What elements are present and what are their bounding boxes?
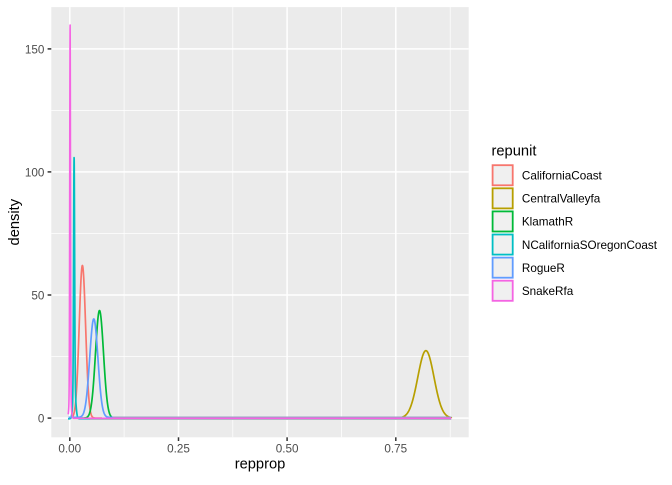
- svg-text:CentralValleyfa: CentralValleyfa: [522, 193, 601, 206]
- svg-text:density: density: [7, 198, 23, 245]
- svg-text:repunit: repunit: [492, 143, 537, 159]
- svg-text:CaliforniaCoast: CaliforniaCoast: [522, 169, 603, 182]
- svg-text:0.25: 0.25: [167, 443, 190, 456]
- svg-text:50: 50: [31, 290, 45, 303]
- svg-text:0: 0: [38, 413, 45, 426]
- svg-text:repprop: repprop: [235, 456, 286, 472]
- svg-text:KlamathR: KlamathR: [522, 216, 573, 229]
- svg-text:RogueR: RogueR: [522, 262, 565, 275]
- svg-text:0.75: 0.75: [384, 443, 407, 456]
- svg-text:0.00: 0.00: [58, 443, 81, 456]
- svg-text:SnakeRfa: SnakeRfa: [522, 285, 574, 298]
- svg-text:150: 150: [25, 44, 45, 57]
- svg-text:100: 100: [25, 167, 45, 180]
- svg-text:0.50: 0.50: [276, 443, 299, 456]
- svg-text:NCaliforniaSOregonCoast: NCaliforniaSOregonCoast: [522, 239, 658, 252]
